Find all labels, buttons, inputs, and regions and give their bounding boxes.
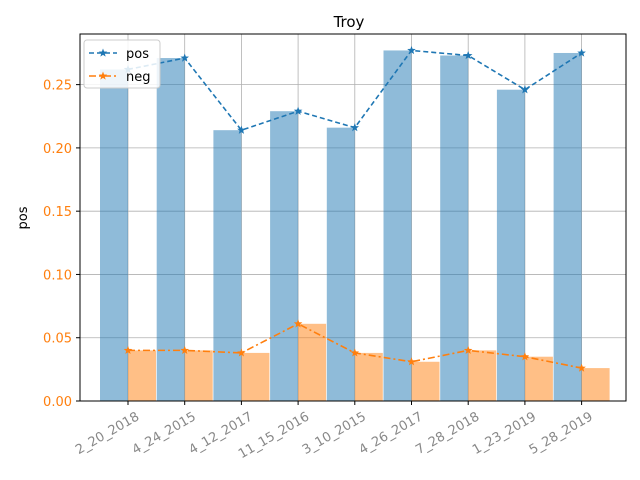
bar-neg: [241, 352, 270, 401]
bar-neg: [298, 323, 327, 401]
bar-neg: [524, 356, 553, 401]
y-axis: 0.00 0.05 0.10 0.15 0.20 0.25: [43, 79, 80, 410]
bar-neg: [468, 350, 497, 401]
y-axis-label: pos: [16, 206, 31, 229]
y-tick-label: 0.15: [43, 205, 72, 220]
neg-point: [463, 345, 473, 355]
legend-marker-neg: [98, 71, 108, 80]
bar-pos: [326, 127, 355, 401]
bar-pos: [383, 50, 412, 402]
pos-point: [350, 123, 360, 132]
bar-neg: [581, 368, 610, 401]
neg-point: [293, 319, 303, 328]
pos-point: [577, 48, 586, 57]
neg-point: [123, 345, 133, 355]
bar-neg: [411, 361, 440, 401]
legend: pos neg: [83, 39, 161, 89]
bar-pos: [553, 52, 582, 401]
pos-point: [407, 45, 416, 55]
y-tick-label: 0.20: [43, 142, 72, 157]
x-tick-label: 1_23_2019: [470, 409, 539, 457]
y-tick-label: 0.05: [43, 332, 72, 347]
bar-pos: [156, 58, 185, 401]
y-tick-label: 0.25: [43, 79, 72, 94]
x-axis: 2_20_20184_24_20154_12_201711_15_20163_1…: [73, 401, 596, 462]
y-tick-label: 0.10: [43, 268, 72, 283]
bar-pos: [100, 69, 128, 402]
x-tick-label: 3_10_2015: [300, 409, 369, 457]
legend-label-neg: neg: [126, 70, 151, 85]
neg-point: [577, 363, 586, 372]
x-tick-label: 4_26_2017: [357, 409, 426, 457]
bar-pos: [213, 130, 242, 401]
x-tick-label: 5_28_2019: [527, 409, 596, 457]
bar-pos: [440, 55, 469, 401]
neg-point: [520, 352, 530, 361]
pos-point: [463, 51, 473, 60]
pos-point: [180, 53, 189, 62]
bar-neg: [128, 350, 156, 401]
pos-point: [293, 106, 303, 115]
pos-point: [520, 85, 530, 94]
bar-neg: [184, 350, 213, 401]
y-tick-label: 0.00: [43, 395, 72, 410]
plot-frame: [79, 33, 627, 402]
chart-title: Troy: [333, 13, 365, 31]
legend-marker-pos: [98, 48, 108, 57]
pos-point: [237, 125, 246, 134]
bar-pos: [496, 89, 525, 401]
x-tick-label: 2_20_2018: [73, 409, 142, 457]
x-tick-label: 7_28_2018: [413, 409, 482, 457]
bar-pos: [270, 111, 299, 402]
neg-point: [350, 348, 360, 357]
bars: [100, 50, 610, 402]
bar-neg: [354, 352, 383, 401]
neg-point: [237, 348, 246, 357]
legend-label-pos: pos: [126, 47, 149, 62]
neg-point: [407, 357, 416, 366]
x-tick-label: 4_24_2015: [130, 409, 199, 457]
neg-point: [180, 345, 189, 355]
